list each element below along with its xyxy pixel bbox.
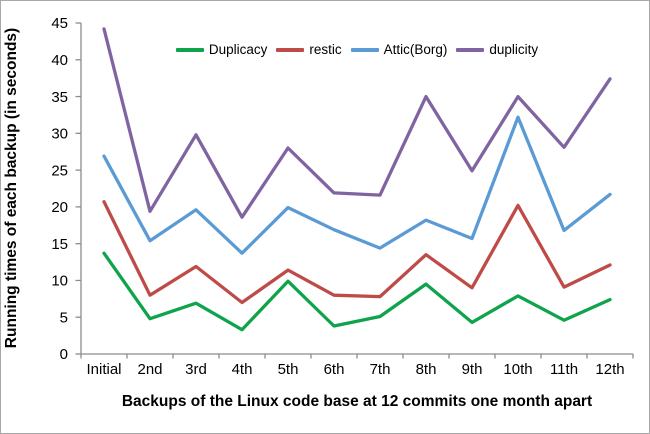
x-tick-label: 8th [416,361,437,378]
series-line-duplicity [102,27,612,219]
y-axis-title: Running times of each backup (in seconds… [3,28,20,348]
axes-layer: 0 5 10 15 20 25 30 35 40 45 Initial 2nd 3rd 4th 5th 6th… [51,15,634,378]
x-tick-label: 3rd [185,361,207,378]
series-line-duplicacy [102,251,612,332]
y-tick-label: 0 [60,346,68,363]
y-tick-label: 40 [51,52,68,69]
y-tick-label: 30 [51,126,68,143]
x-tick-label: 7th [370,361,391,378]
x-tick-label: 11th [550,361,578,378]
x-tick-label: 9th [462,361,483,378]
series-line-restic [102,200,612,305]
y-tick-label: 20 [51,199,68,216]
x-tick-label: 10th [503,361,532,378]
x-tick-label: 4th [232,361,253,378]
y-tick-label: 25 [51,162,68,179]
y-tick-label: 45 [51,15,68,32]
x-tick-label: Initial [86,361,121,378]
x-tick-label: 6th [324,361,345,378]
x-tick-label: 2nd [137,361,162,378]
x-tick-label: 12th [595,361,624,378]
y-tick-label: 15 [51,236,68,253]
y-tick-label: 35 [51,89,68,106]
series-layer [102,27,612,332]
series-line-attic-borg- [102,115,612,255]
x-axis-title: Backups of the Linux code base at 12 com… [122,393,592,410]
y-tick-label: 10 [51,273,68,290]
y-tick-label: 5 [60,309,68,326]
x-tick-label: 5th [278,361,299,378]
